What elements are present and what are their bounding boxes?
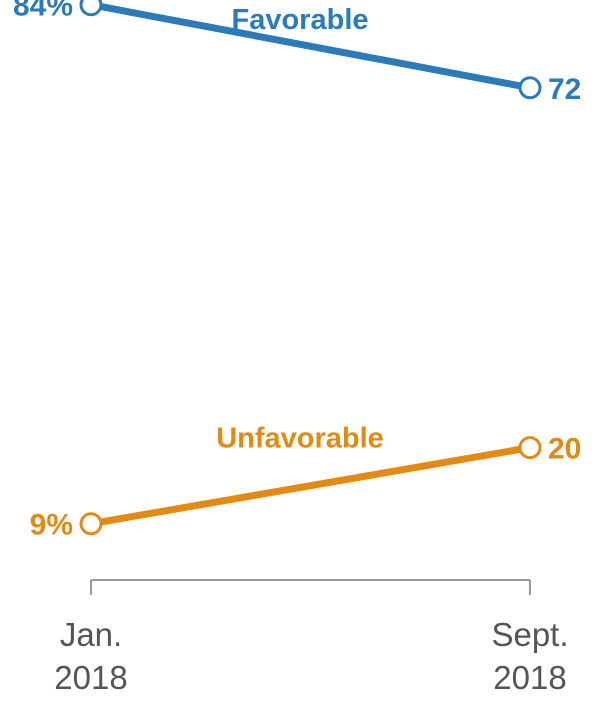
x-tick-label-line: 2018 xyxy=(54,659,127,696)
unfavorable-point xyxy=(79,512,103,536)
x-axis xyxy=(90,579,531,595)
series-points xyxy=(79,0,542,536)
unfavorable-value-label: 9% xyxy=(30,509,73,542)
favorable-series-label: Favorable xyxy=(232,4,369,36)
unfavorable-point xyxy=(518,436,542,460)
x-tick-label: Jan. 2018 xyxy=(54,616,127,696)
x-tick-label: Sept. 2018 xyxy=(491,616,568,696)
favorable-point xyxy=(518,76,542,100)
series-labels: Favorable Unfavorable xyxy=(216,4,384,455)
unfavorable-series-label: Unfavorable xyxy=(216,423,384,455)
favorable-value-label: 72 xyxy=(548,73,581,106)
unfavorable-line xyxy=(90,444,531,528)
favorable-value-label: 84% xyxy=(13,0,73,23)
unfavorable-value-label: 20 xyxy=(548,433,581,466)
favorable-point xyxy=(79,0,103,17)
favorable-line xyxy=(90,1,531,92)
series-lines xyxy=(90,1,531,528)
value-labels: 84% 72 9% 20 xyxy=(13,0,581,542)
x-tick-label-line: Sept. xyxy=(491,616,568,653)
x-tick-labels: Jan. 2018 Sept. 2018 xyxy=(54,616,568,696)
x-tick-label-line: Jan. xyxy=(60,616,122,653)
x-tick-label-line: 2018 xyxy=(493,659,566,696)
